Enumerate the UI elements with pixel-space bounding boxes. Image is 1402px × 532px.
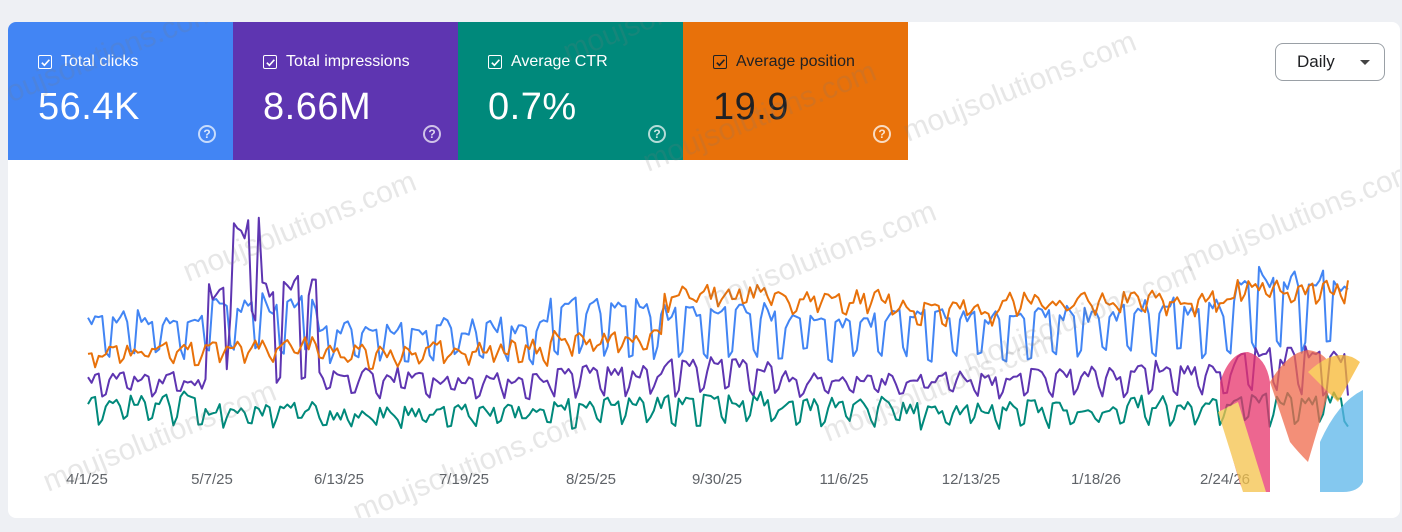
x-tick-label: 5/7/25 — [191, 471, 233, 488]
metric-label: Average position — [736, 53, 855, 70]
metric-value: 19.9 — [713, 86, 789, 128]
metric-card-average-ctr[interactable]: Average CTR 0.7% ? — [458, 22, 683, 160]
help-icon[interactable]: ? — [873, 125, 891, 143]
checkbox-checked-icon[interactable] — [488, 55, 502, 69]
metric-card-total-clicks[interactable]: Total clicks 56.4K ? — [8, 22, 233, 160]
metric-value: 56.4K — [38, 86, 140, 128]
x-tick-label: 12/13/25 — [942, 471, 1000, 488]
series-line-total-impressions — [87, 216, 1349, 401]
x-tick-label: 6/13/25 — [314, 471, 364, 488]
performance-line-chart: 4/1/25 5/7/25 6/13/25 7/19/25 8/25/25 9/30/25… — [66, 216, 1349, 488]
checkbox-checked-icon[interactable] — [713, 55, 727, 69]
x-tick-label: 8/25/25 — [566, 471, 616, 488]
x-axis-ticks: 4/1/25 5/7/25 6/13/25 7/19/25 8/25/25 9/30/25… — [66, 471, 1250, 488]
metric-card-total-impressions[interactable]: Total impressions 8.66M ? — [233, 22, 458, 160]
series-line-average-position — [87, 279, 1349, 370]
help-icon[interactable]: ? — [423, 125, 441, 143]
metric-value: 8.66M — [263, 86, 372, 128]
metric-label: Average CTR — [511, 53, 608, 70]
help-icon[interactable]: ? — [198, 125, 216, 143]
dropdown-selected-value: Daily — [1297, 52, 1335, 71]
performance-card: Total clicks 56.4K ? Total impressions 8… — [8, 22, 1400, 518]
x-tick-label: 11/6/25 — [820, 471, 869, 488]
checkbox-checked-icon[interactable] — [263, 55, 277, 69]
series-layer — [87, 216, 1349, 431]
date-granularity-dropdown[interactable]: Daily — [1275, 43, 1385, 81]
metric-label: Total clicks — [61, 53, 139, 70]
x-tick-label: 1/18/26 — [1071, 471, 1121, 488]
metric-value: 0.7% — [488, 86, 577, 128]
checkbox-checked-icon[interactable] — [38, 55, 52, 69]
chevron-down-icon — [1360, 60, 1370, 65]
x-tick-label: 7/19/25 — [439, 471, 489, 488]
x-tick-label: 9/30/25 — [692, 471, 742, 488]
x-tick-label: 2/24/26 — [1200, 471, 1250, 488]
series-line-average-ctr — [87, 390, 1349, 431]
metric-label: Total impressions — [286, 53, 410, 70]
help-icon[interactable]: ? — [648, 125, 666, 143]
x-tick-label: 4/1/25 — [66, 471, 108, 488]
metric-card-average-position[interactable]: Average position 19.9 ? — [683, 22, 908, 160]
